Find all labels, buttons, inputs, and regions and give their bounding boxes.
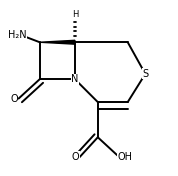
Text: N: N xyxy=(71,74,79,84)
Text: O: O xyxy=(71,152,79,162)
Polygon shape xyxy=(40,40,75,44)
Text: H: H xyxy=(72,10,78,19)
Text: O: O xyxy=(10,94,18,103)
Text: S: S xyxy=(142,69,148,79)
Text: OH: OH xyxy=(117,152,132,162)
Text: H₂N: H₂N xyxy=(8,30,27,40)
